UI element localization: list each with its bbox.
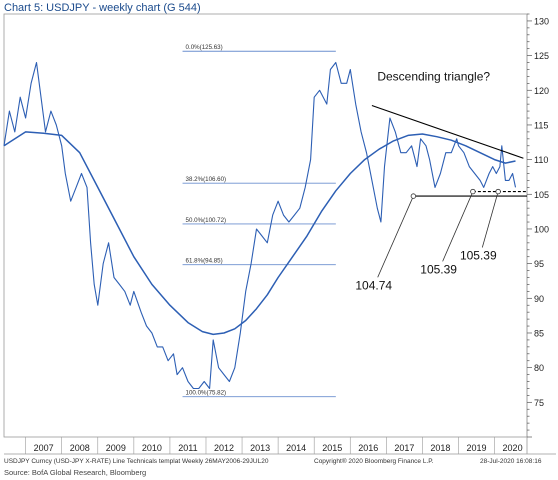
x-tick-label: 2012 [214, 443, 234, 453]
x-tick-label: 2007 [34, 443, 54, 453]
y-tick-label: 85 [534, 328, 544, 338]
annotation-point [495, 188, 501, 195]
x-tick-label: 2020 [503, 443, 523, 453]
y-axis: 75 80 85 90 95 100 105 110 115 120 125 130 [527, 13, 549, 438]
fib-level-label: 38.2%(106.60) [186, 176, 227, 183]
annotation-leader [442, 191, 474, 262]
footer-right: 28-Jul-2020 16:08:16 [480, 458, 542, 465]
footer-center: Copyright® 2020 Bloomberg Finance L.P. [314, 458, 434, 465]
annotation-label: Descending triangle? [377, 70, 490, 84]
annotation-label: 105.39 [420, 262, 457, 276]
fib-level-label: 50.0%(100.72) [186, 217, 227, 224]
annotation-label: 104.74 [355, 278, 392, 292]
y-tick-label: 90 [534, 294, 544, 304]
y-tick-label: 120 [534, 86, 549, 96]
annotation-leader [377, 195, 414, 278]
footer-left: USDJPY Curncy (USD-JPY X-RATE) Line Tech… [4, 458, 269, 465]
series-lines [3, 61, 517, 390]
x-tick-label: 2011 [178, 443, 197, 453]
source-note: Source: BofA Global Research, Bloomberg [4, 468, 147, 477]
y-tick-label: 80 [534, 363, 544, 373]
trendlines [371, 105, 527, 197]
fib-level-label: 61.8%(94.85) [186, 258, 223, 265]
resistance-trendline [371, 105, 524, 159]
x-tick-label: 2013 [250, 443, 270, 453]
y-tick-label: 100 [534, 224, 549, 234]
x-tick-label: 2015 [322, 443, 342, 453]
x-tick-label: 2009 [106, 443, 126, 453]
x-tick-label: 2014 [286, 443, 306, 453]
moving-average-line [3, 131, 516, 336]
annotation-point [470, 188, 476, 195]
y-tick-label: 125 [534, 51, 549, 61]
annotation-label: 105.39 [460, 248, 497, 262]
plot-frame [3, 13, 556, 455]
y-tick-label: 105 [534, 190, 549, 200]
annotation-leader [481, 191, 499, 248]
fib-level-label: 0.0%(125.63) [186, 44, 223, 51]
price-series-line [3, 61, 517, 390]
y-tick-label: 110 [534, 155, 548, 165]
y-tick-label: 130 [534, 16, 549, 26]
x-tick-label: 2019 [466, 443, 486, 453]
annotation-point [410, 193, 417, 199]
y-tick-label: 95 [534, 259, 544, 269]
x-tick-label: 2018 [430, 443, 450, 453]
x-tick-label: 2008 [70, 443, 90, 453]
x-tick-label: 2017 [394, 443, 414, 453]
x-axis: 2007 2008 2009 2010 2011 2012 2013 2014 2015 2016… [25, 437, 523, 454]
chart-title: Chart 5: USDJPY - weekly chart (G 544) [4, 2, 201, 14]
fibonacci-levels: 0.0%(125.63) 38.2%(106.60) 50.0%(100.72) 61… [182, 44, 336, 398]
fib-level-label: 100.0%(75.82) [186, 390, 227, 397]
x-tick-label: 2016 [358, 443, 378, 453]
y-tick-label: 115 [534, 120, 548, 130]
x-tick-label: 2010 [142, 443, 162, 453]
y-tick-label: 75 [534, 398, 544, 408]
